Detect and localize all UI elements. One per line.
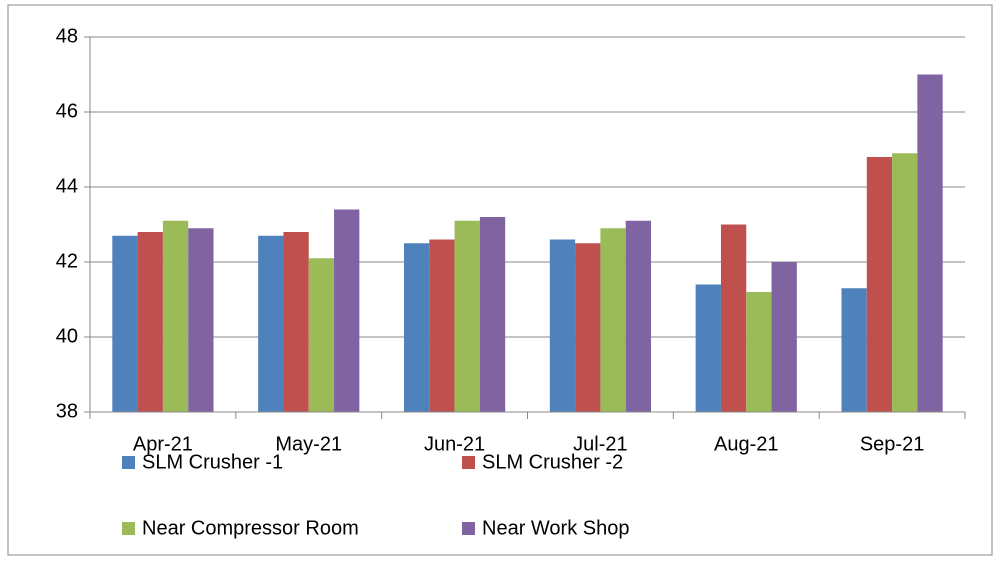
x-tick-label: Apr-21 xyxy=(133,433,193,455)
bar xyxy=(188,228,214,412)
legend-label: Near Work Shop xyxy=(482,517,629,539)
bar xyxy=(575,243,601,412)
bar xyxy=(258,235,284,412)
bar xyxy=(625,220,652,412)
bar xyxy=(600,228,626,412)
legend-swatch xyxy=(462,522,475,535)
bar xyxy=(429,239,455,412)
legend-label: Near Compressor Room xyxy=(142,517,359,539)
bar xyxy=(771,262,797,412)
x-tick-label: Jul-21 xyxy=(573,433,627,455)
bar xyxy=(403,243,430,412)
bar xyxy=(334,209,360,412)
bar xyxy=(549,239,576,412)
y-tick-label: 42 xyxy=(56,250,78,272)
x-tick-label: Sep-21 xyxy=(860,433,925,455)
bar xyxy=(746,292,772,412)
bar xyxy=(112,235,138,412)
y-tick-label: 48 xyxy=(56,25,78,47)
bar xyxy=(308,258,335,412)
legend-label: SLM Crusher -1 xyxy=(142,451,283,473)
legend-swatch xyxy=(122,522,135,535)
y-tick-label: 38 xyxy=(56,400,78,422)
bar xyxy=(841,288,867,412)
legend-swatch xyxy=(462,456,475,469)
y-tick-label: 40 xyxy=(56,325,78,347)
x-tick-label: Jun-21 xyxy=(424,433,485,455)
bar xyxy=(137,232,163,412)
x-tick-label: May-21 xyxy=(275,433,342,455)
bar xyxy=(866,157,893,412)
bar xyxy=(917,74,943,412)
bar xyxy=(454,220,480,412)
bar xyxy=(283,232,309,412)
legend-swatch xyxy=(122,456,135,469)
y-tick-label: 44 xyxy=(56,175,78,197)
y-tick-label: 46 xyxy=(56,100,78,122)
x-tick-label: Aug-21 xyxy=(714,433,779,455)
legend-label: SLM Crusher -2 xyxy=(482,451,623,473)
bar xyxy=(479,217,506,412)
bar xyxy=(720,224,747,412)
bar xyxy=(162,220,189,412)
bar xyxy=(695,284,721,412)
bar xyxy=(892,153,918,412)
